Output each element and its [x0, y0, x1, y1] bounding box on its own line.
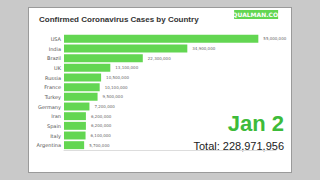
svg-text:UK: UK: [54, 65, 62, 71]
svg-text:13,100,000: 13,100,000: [115, 65, 138, 70]
svg-text:Total: 228,971,956: Total: 228,971,956: [193, 140, 284, 152]
svg-text:5,700,000: 5,700,000: [89, 143, 110, 148]
svg-text:Argentina: Argentina: [37, 142, 61, 149]
svg-text:Russia: Russia: [45, 75, 61, 81]
svg-text:Spain: Spain: [47, 123, 61, 130]
svg-text:France: France: [44, 84, 61, 90]
svg-text:Turkey: Turkey: [44, 94, 61, 101]
svg-text:Jan 2: Jan 2: [228, 111, 284, 136]
svg-text:7,200,000: 7,200,000: [94, 104, 115, 109]
svg-text:USA: USA: [51, 36, 62, 42]
svg-text:10,100,000: 10,100,000: [105, 85, 128, 90]
svg-text:10,500,000: 10,500,000: [106, 75, 129, 80]
svg-text:EQUALMAN.COM: EQUALMAN.COM: [228, 11, 284, 18]
svg-text:India: India: [49, 46, 61, 52]
svg-text:9,500,000: 9,500,000: [103, 94, 124, 99]
svg-text:Confirmed Coronavirus Cases by: Confirmed Coronavirus Cases by Country: [39, 15, 199, 24]
svg-text:34,900,000: 34,900,000: [192, 46, 215, 51]
svg-text:6,100,000: 6,100,000: [91, 133, 112, 138]
svg-text:Brazil: Brazil: [47, 55, 61, 61]
svg-text:6,200,000: 6,200,000: [91, 114, 112, 119]
svg-text:Germany: Germany: [38, 104, 61, 111]
svg-text:55,000,000: 55,000,000: [263, 36, 286, 41]
svg-text:6,200,000: 6,200,000: [91, 123, 112, 128]
svg-text:Italy: Italy: [50, 133, 61, 140]
svg-text:Iran: Iran: [51, 113, 61, 119]
svg-text:22,300,000: 22,300,000: [148, 56, 171, 61]
